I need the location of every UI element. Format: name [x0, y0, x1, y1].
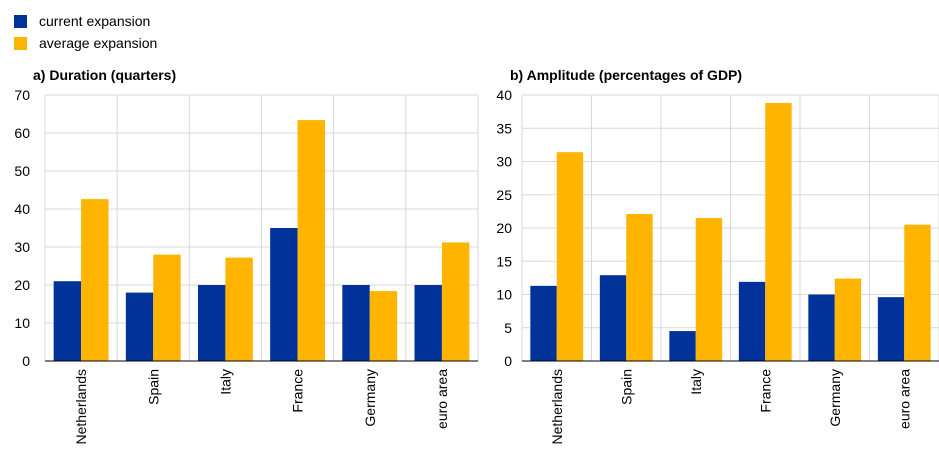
chart-title-amplitude: b) Amplitude (percentages of GDP): [510, 67, 743, 83]
x-tick-label-france: France: [290, 369, 306, 413]
y-tick-label: 40: [14, 201, 30, 217]
bar-current-france: [738, 281, 766, 361]
bar-current-spain: [125, 292, 154, 361]
y-tick-label: 0: [22, 353, 30, 369]
x-tick-label-spain: Spain: [618, 369, 634, 405]
bar-current-germany: [342, 285, 370, 361]
y-tick-label: 5: [504, 320, 512, 336]
plot-duration: 0 10 20 30 40 50 60 70 Netherlands Spain Italy Fran…: [14, 87, 479, 445]
x-tick-label-euro-area: euro area: [896, 369, 912, 429]
x-tick-label-spain: Spain: [145, 369, 161, 405]
x-tick-label-germany: Germany: [362, 369, 378, 427]
bar-current-euro-area: [414, 285, 442, 361]
legend-item-current-expansion: current expansion: [14, 10, 157, 32]
bar-current-italy: [669, 331, 696, 361]
legend-swatch-average: [14, 36, 27, 50]
bar-average-germany: [834, 278, 862, 361]
bar-average-italy: [695, 218, 723, 361]
bar-current-spain: [599, 275, 627, 361]
chart-legend: current expansion average expansion: [14, 10, 157, 54]
bar-average-spain: [626, 214, 653, 361]
y-tick-label: 40: [496, 87, 512, 103]
plot-amplitude: 0 5 10 15 20 25 30 35 40 Netherlands Spain Italy Fra…: [496, 87, 939, 445]
y-tick-label: 70: [14, 87, 30, 103]
y-tick-label: 20: [496, 220, 512, 236]
x-tick-label-netherlands: Netherlands: [73, 369, 89, 445]
bar-average-italy: [225, 257, 253, 361]
bar-average-euro-area: [441, 242, 470, 361]
y-tick-label: 25: [496, 187, 512, 203]
y-tick-label: 30: [14, 239, 30, 255]
y-tick-label: 60: [14, 125, 30, 141]
x-tick-label-netherlands: Netherlands: [549, 369, 565, 445]
bar-current-euro-area: [877, 297, 905, 361]
bar-current-germany: [808, 294, 835, 361]
y-tick-label: 10: [496, 287, 512, 303]
y-tick-label: 15: [496, 253, 512, 269]
y-tick-label: 10: [14, 315, 30, 331]
bar-average-germany: [369, 291, 398, 361]
bar-current-netherlands: [53, 281, 82, 361]
bar-current-italy: [197, 285, 226, 361]
bar-average-france: [297, 120, 326, 361]
bar-average-netherlands: [556, 152, 584, 361]
x-tick-label-france: France: [757, 369, 773, 413]
legend-item-average-expansion: average expansion: [14, 32, 157, 54]
bar-average-euro-area: [904, 224, 931, 361]
x-tick-label-euro-area: euro area: [434, 369, 450, 429]
legend-swatch-current: [14, 14, 27, 28]
y-tick-label: 20: [14, 277, 30, 293]
chart-title-duration: a) Duration (quarters): [33, 67, 177, 83]
x-tick-label-italy: Italy: [217, 369, 233, 395]
y-tick-label: 50: [14, 163, 30, 179]
bar-average-netherlands: [81, 199, 109, 361]
y-tick-label: 30: [496, 154, 512, 170]
x-tick-label-germany: Germany: [827, 369, 843, 427]
legend-label-average: average expansion: [39, 35, 158, 51]
bar-current-france: [270, 228, 298, 361]
legend-label-current: current expansion: [39, 13, 151, 29]
bar-average-spain: [153, 254, 181, 361]
y-tick-label: 0: [504, 353, 512, 369]
bar-current-netherlands: [530, 285, 557, 361]
bar-average-france: [765, 102, 792, 361]
y-tick-label: 35: [496, 120, 512, 136]
x-tick-label-italy: Italy: [688, 369, 704, 395]
